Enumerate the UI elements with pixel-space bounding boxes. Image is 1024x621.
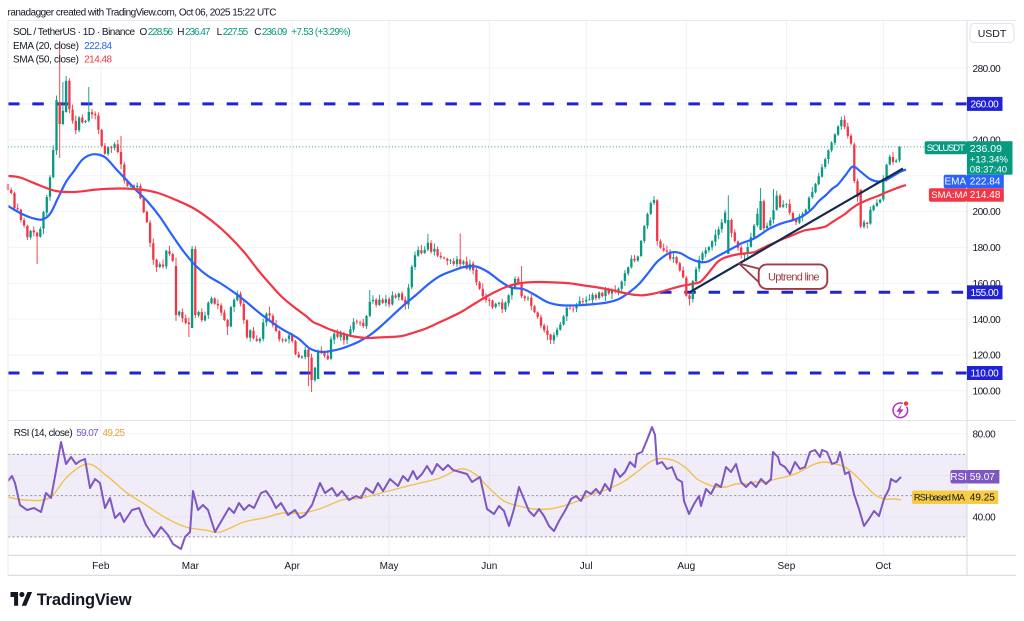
svg-text:USDT: USDT xyxy=(978,28,1007,40)
svg-text:228.56: 228.56 xyxy=(148,27,174,38)
svg-text:80.00: 80.00 xyxy=(973,430,997,441)
svg-text:08:37:40: 08:37:40 xyxy=(970,165,1007,176)
svg-text:SOL / TetherUS · 1D · Binance: SOL / TetherUS · 1D · Binance xyxy=(13,27,135,38)
svg-text:Jun: Jun xyxy=(481,561,497,572)
svg-text:214.48: 214.48 xyxy=(970,190,1001,201)
svg-text:49.25: 49.25 xyxy=(103,428,126,439)
svg-text:59.07: 59.07 xyxy=(970,472,995,483)
svg-text:RSI: RSI xyxy=(950,472,967,483)
svg-text:222.84: 222.84 xyxy=(84,41,112,52)
svg-text:RSI (14, close): RSI (14, close) xyxy=(14,428,73,439)
svg-text:280.00: 280.00 xyxy=(973,64,1002,75)
svg-text:SMA (50, close): SMA (50, close) xyxy=(13,55,79,66)
svg-text:200.00: 200.00 xyxy=(973,207,1002,218)
svg-text:160.00: 160.00 xyxy=(973,279,1002,290)
svg-text:110.00: 110.00 xyxy=(971,369,1000,380)
svg-text:O: O xyxy=(140,27,148,38)
svg-text:Uptrend line: Uptrend line xyxy=(768,272,820,284)
svg-text:140.00: 140.00 xyxy=(973,315,1002,326)
svg-text:SMA:MA: SMA:MA xyxy=(931,190,969,201)
svg-text:260.00: 260.00 xyxy=(971,100,1000,111)
svg-text:+13.34%: +13.34% xyxy=(970,154,1009,165)
svg-text:Feb: Feb xyxy=(92,561,110,572)
svg-text:155.00: 155.00 xyxy=(971,288,1000,299)
svg-text:ranadagger created with Tradin: ranadagger created with TradingView.com,… xyxy=(8,8,277,19)
svg-text:Mar: Mar xyxy=(182,561,200,572)
svg-text:May: May xyxy=(380,561,399,572)
svg-text:RSI-based MA: RSI-based MA xyxy=(914,492,966,502)
svg-text:180.00: 180.00 xyxy=(973,243,1002,254)
svg-text:222.84: 222.84 xyxy=(970,177,1001,188)
svg-text:Sep: Sep xyxy=(778,561,796,572)
svg-text:EMA: EMA xyxy=(944,177,966,188)
svg-text:214.48: 214.48 xyxy=(84,55,112,66)
svg-text:40.00: 40.00 xyxy=(973,513,997,524)
svg-text:227.55: 227.55 xyxy=(223,27,249,38)
svg-text:236.47: 236.47 xyxy=(185,27,211,38)
svg-text:100.00: 100.00 xyxy=(973,387,1002,398)
svg-text:Oct: Oct xyxy=(876,561,892,572)
svg-text:Apr: Apr xyxy=(284,561,300,572)
svg-text:236.09: 236.09 xyxy=(262,27,288,38)
svg-text:120.00: 120.00 xyxy=(973,351,1002,362)
svg-text:49.25: 49.25 xyxy=(970,493,995,504)
svg-text:L: L xyxy=(217,27,223,38)
svg-text:EMA (20, close): EMA (20, close) xyxy=(13,41,79,52)
svg-text:TradingView: TradingView xyxy=(37,591,132,609)
svg-text:236.09: 236.09 xyxy=(970,143,1002,155)
svg-text:Jul: Jul xyxy=(580,561,593,572)
svg-text:240.00: 240.00 xyxy=(973,136,1002,147)
svg-text:H: H xyxy=(177,27,184,38)
svg-text:59.07: 59.07 xyxy=(76,428,99,439)
svg-text:C: C xyxy=(254,27,261,38)
svg-text:+7.53 (+3.29%): +7.53 (+3.29%) xyxy=(291,27,351,38)
svg-text:SOLUSDT: SOLUSDT xyxy=(927,143,965,153)
svg-text:Aug: Aug xyxy=(677,561,695,572)
